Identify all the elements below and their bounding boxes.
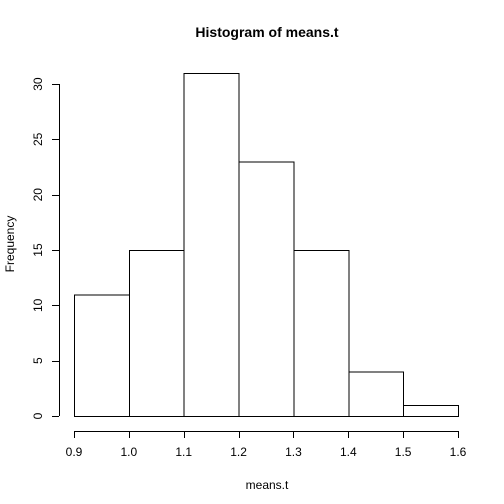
y-axis: 0 5 10 15 20 25 30 — [31, 77, 60, 419]
x-axis-label: means.t — [246, 478, 289, 492]
y-tick-label: 30 — [31, 77, 45, 91]
histogram-bar — [403, 404, 459, 418]
histogram-bar — [293, 250, 350, 417]
x-tick-label: 1.3 — [285, 445, 302, 459]
x-axis: 0.9 1.0 1.1 1.2 1.3 1.4 1.5 1.6 — [66, 431, 467, 459]
x-tick-label: 1.5 — [395, 445, 412, 459]
y-tick-label: 0 — [31, 412, 45, 419]
chart-title: Histogram of means.t — [195, 24, 338, 40]
histogram-bar — [128, 250, 185, 417]
y-axis-label: Frequency — [3, 216, 17, 273]
x-tick-label: 1.1 — [175, 445, 192, 459]
x-tick-label: 1.2 — [230, 445, 247, 459]
y-tick-label: 25 — [31, 132, 45, 146]
y-tick-label: 15 — [31, 243, 45, 257]
x-tick-label: 1.4 — [340, 445, 357, 459]
y-tick-label: 5 — [31, 357, 45, 364]
y-tick-label: 10 — [31, 298, 45, 312]
histogram-bar — [348, 371, 405, 418]
histogram-bar — [183, 73, 240, 417]
x-tick-label: 1.0 — [121, 445, 138, 459]
histogram-bar — [74, 294, 130, 417]
bars-group — [74, 73, 459, 418]
x-tick-label: 0.9 — [66, 445, 83, 459]
x-tick-label: 1.6 — [450, 445, 467, 459]
y-tick-label: 20 — [31, 188, 45, 202]
histogram-bar — [238, 161, 295, 417]
